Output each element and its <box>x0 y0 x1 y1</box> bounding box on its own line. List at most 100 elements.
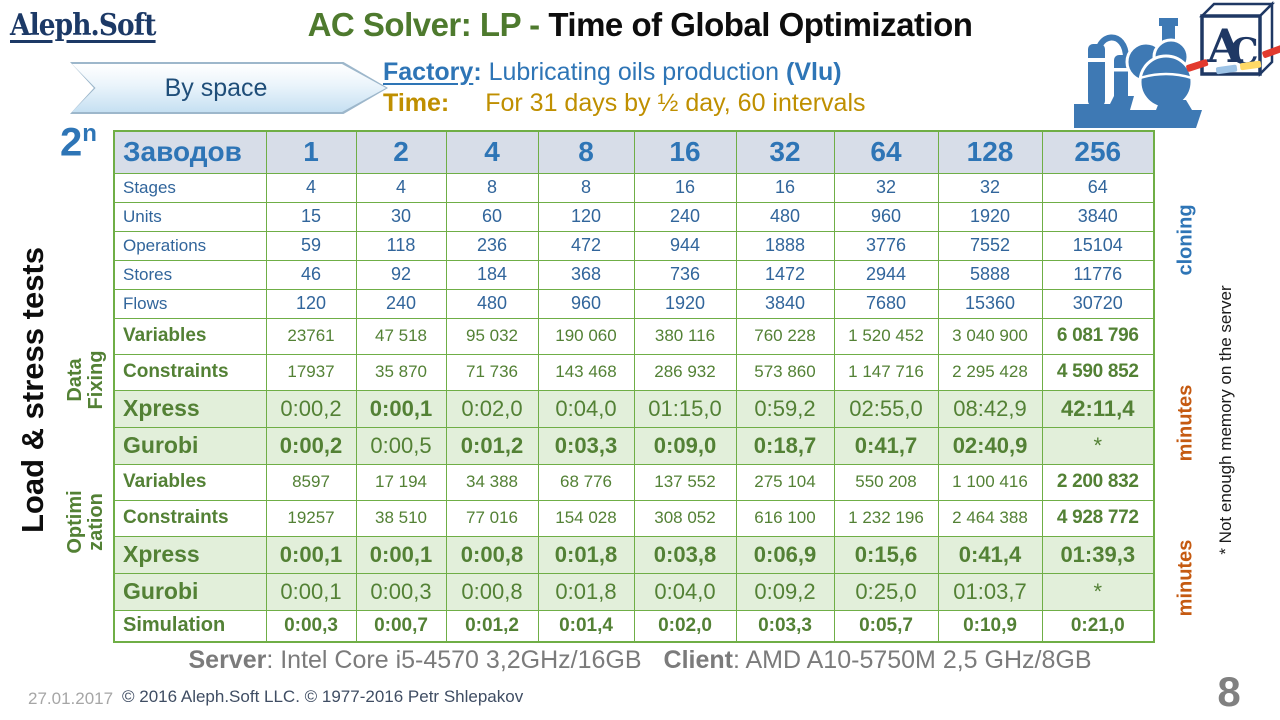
row-label: Xpress <box>113 389 267 428</box>
value-cell: 68 776 <box>537 463 635 501</box>
value-cell: 17 194 <box>355 463 447 501</box>
factory-tag: (Vlu) <box>786 58 842 86</box>
footer-date: 27.01.2017 <box>28 689 114 708</box>
value-cell: 0:04,0 <box>633 572 737 611</box>
value-cell: 95 032 <box>445 317 539 355</box>
value-cell: 01:39,3 <box>1041 535 1155 574</box>
value-cell: 0:15,6 <box>833 535 939 574</box>
value-cell: 32 <box>937 172 1043 203</box>
value-cell: 286 932 <box>633 353 737 391</box>
value-cell: 0:41,4 <box>937 535 1043 574</box>
optimization-line1: Optimi <box>64 490 86 554</box>
memory-note: * Not enough memory on the server <box>1216 285 1235 555</box>
header-cell: 16 <box>633 130 737 174</box>
value-cell: 154 028 <box>537 499 635 537</box>
row-label: Variables <box>113 317 267 355</box>
value-cell: * <box>1041 572 1155 611</box>
factory-sep: : <box>473 58 489 86</box>
value-cell: 573 860 <box>735 353 835 391</box>
value-cell: 1472 <box>735 259 835 290</box>
factory-label: Factory <box>383 58 474 86</box>
value-cell: * <box>1041 426 1155 465</box>
load-stress-tests-label: Load & stress tests <box>15 247 50 533</box>
data-fixing-line1: Data <box>64 358 86 402</box>
table-row: Constraints 17937 35 870 71 736 143 468 286 9… <box>113 353 1155 391</box>
value-cell: 0:03,3 <box>735 609 835 643</box>
footer-copyright: © 2016 Aleph.Soft LLC. © 1977-2016 Petr … <box>122 687 524 706</box>
data-fixing-section-label: Data Fixing <box>64 350 107 410</box>
value-cell: 02:55,0 <box>833 389 939 428</box>
table-row: Xpress 0:00,2 0:00,1 0:02,0 0:04,0 01:15,0 0:5… <box>113 389 1155 428</box>
value-cell: 480 <box>445 288 539 319</box>
optimization-line2: zation <box>85 493 107 551</box>
value-cell: 275 104 <box>735 463 835 501</box>
value-cell: 0:06,9 <box>735 535 835 574</box>
value-cell: 1 520 452 <box>833 317 939 355</box>
value-cell: 944 <box>633 230 737 261</box>
value-cell: 236 <box>445 230 539 261</box>
data-fixing-line2: Fixing <box>85 350 107 410</box>
value-cell: 34 388 <box>445 463 539 501</box>
value-cell: 4 <box>265 172 357 203</box>
value-cell: 1920 <box>633 288 737 319</box>
header-cell: 32 <box>735 130 835 174</box>
row-label: Xpress <box>113 535 267 574</box>
header-cell: 4 <box>445 130 539 174</box>
exponent-power: n <box>82 120 97 147</box>
value-cell: 0:25,0 <box>833 572 939 611</box>
value-cell: 42:11,4 <box>1041 389 1155 428</box>
value-cell: 190 060 <box>537 317 635 355</box>
value-cell: 1 147 716 <box>833 353 939 391</box>
value-cell: 0:01,8 <box>537 572 635 611</box>
exponent-2n-label: 2n <box>60 120 97 165</box>
by-space-arrow-banner: By space <box>70 62 388 114</box>
time-line: Time: For 31 days by ½ day, 60 intervals <box>383 88 866 118</box>
value-cell: 7552 <box>937 230 1043 261</box>
value-cell: 11776 <box>1041 259 1155 290</box>
table-row: Stores 46 92 184 368 736 1472 2944 5888 11776 <box>113 259 1155 290</box>
header-cell: 1 <box>265 130 357 174</box>
row-label: Simulation <box>113 609 267 643</box>
value-cell: 0:10,9 <box>937 609 1043 643</box>
value-cell: 0:01,4 <box>537 609 635 643</box>
value-cell: 0:00,1 <box>265 535 357 574</box>
value-cell: 0:00,1 <box>355 389 447 428</box>
table-row: Variables 23761 47 518 95 032 190 060 380 116… <box>113 317 1155 355</box>
value-cell: 19257 <box>265 499 357 537</box>
value-cell: 960 <box>833 201 939 232</box>
value-cell: 16 <box>735 172 835 203</box>
company-logo-graphic: A C <box>1074 0 1280 128</box>
value-cell: 0:00,1 <box>355 535 447 574</box>
header-cell: 64 <box>833 130 939 174</box>
value-cell: 8 <box>537 172 635 203</box>
factory-value: Lubricating oils production <box>488 58 786 86</box>
value-cell: 3776 <box>833 230 939 261</box>
value-cell: 240 <box>633 201 737 232</box>
value-cell: 46 <box>265 259 357 290</box>
value-cell: 0:00,8 <box>445 572 539 611</box>
value-cell: 0:00,7 <box>355 609 447 643</box>
value-cell: 7680 <box>833 288 939 319</box>
value-cell: 736 <box>633 259 737 290</box>
value-cell: 01:15,0 <box>633 389 737 428</box>
value-cell: 2 464 388 <box>937 499 1043 537</box>
table-row: Gurobi 0:00,1 0:00,3 0:00,8 0:01,8 0:04,0 0:09… <box>113 572 1155 611</box>
value-cell: 23761 <box>265 317 357 355</box>
value-cell: 0:05,7 <box>833 609 939 643</box>
value-cell: 1920 <box>937 201 1043 232</box>
value-cell: 47 518 <box>355 317 447 355</box>
value-cell: 0:00,3 <box>355 572 447 611</box>
value-cell: 0:00,2 <box>265 389 357 428</box>
value-cell: 2944 <box>833 259 939 290</box>
value-cell: 0:09,2 <box>735 572 835 611</box>
client-label: Client <box>663 646 733 674</box>
optimization-section-label: Optimi zation <box>64 490 107 554</box>
value-cell: 0:02,0 <box>445 389 539 428</box>
value-cell: 120 <box>265 288 357 319</box>
table-row: Xpress 0:00,1 0:00,1 0:00,8 0:01,8 0:03,8 0:06… <box>113 535 1155 574</box>
value-cell: 2 295 428 <box>937 353 1043 391</box>
row-label: Stages <box>113 172 267 203</box>
value-cell: 2 200 832 <box>1041 463 1155 501</box>
value-cell: 77 016 <box>445 499 539 537</box>
header-label: Заводов <box>113 130 267 174</box>
